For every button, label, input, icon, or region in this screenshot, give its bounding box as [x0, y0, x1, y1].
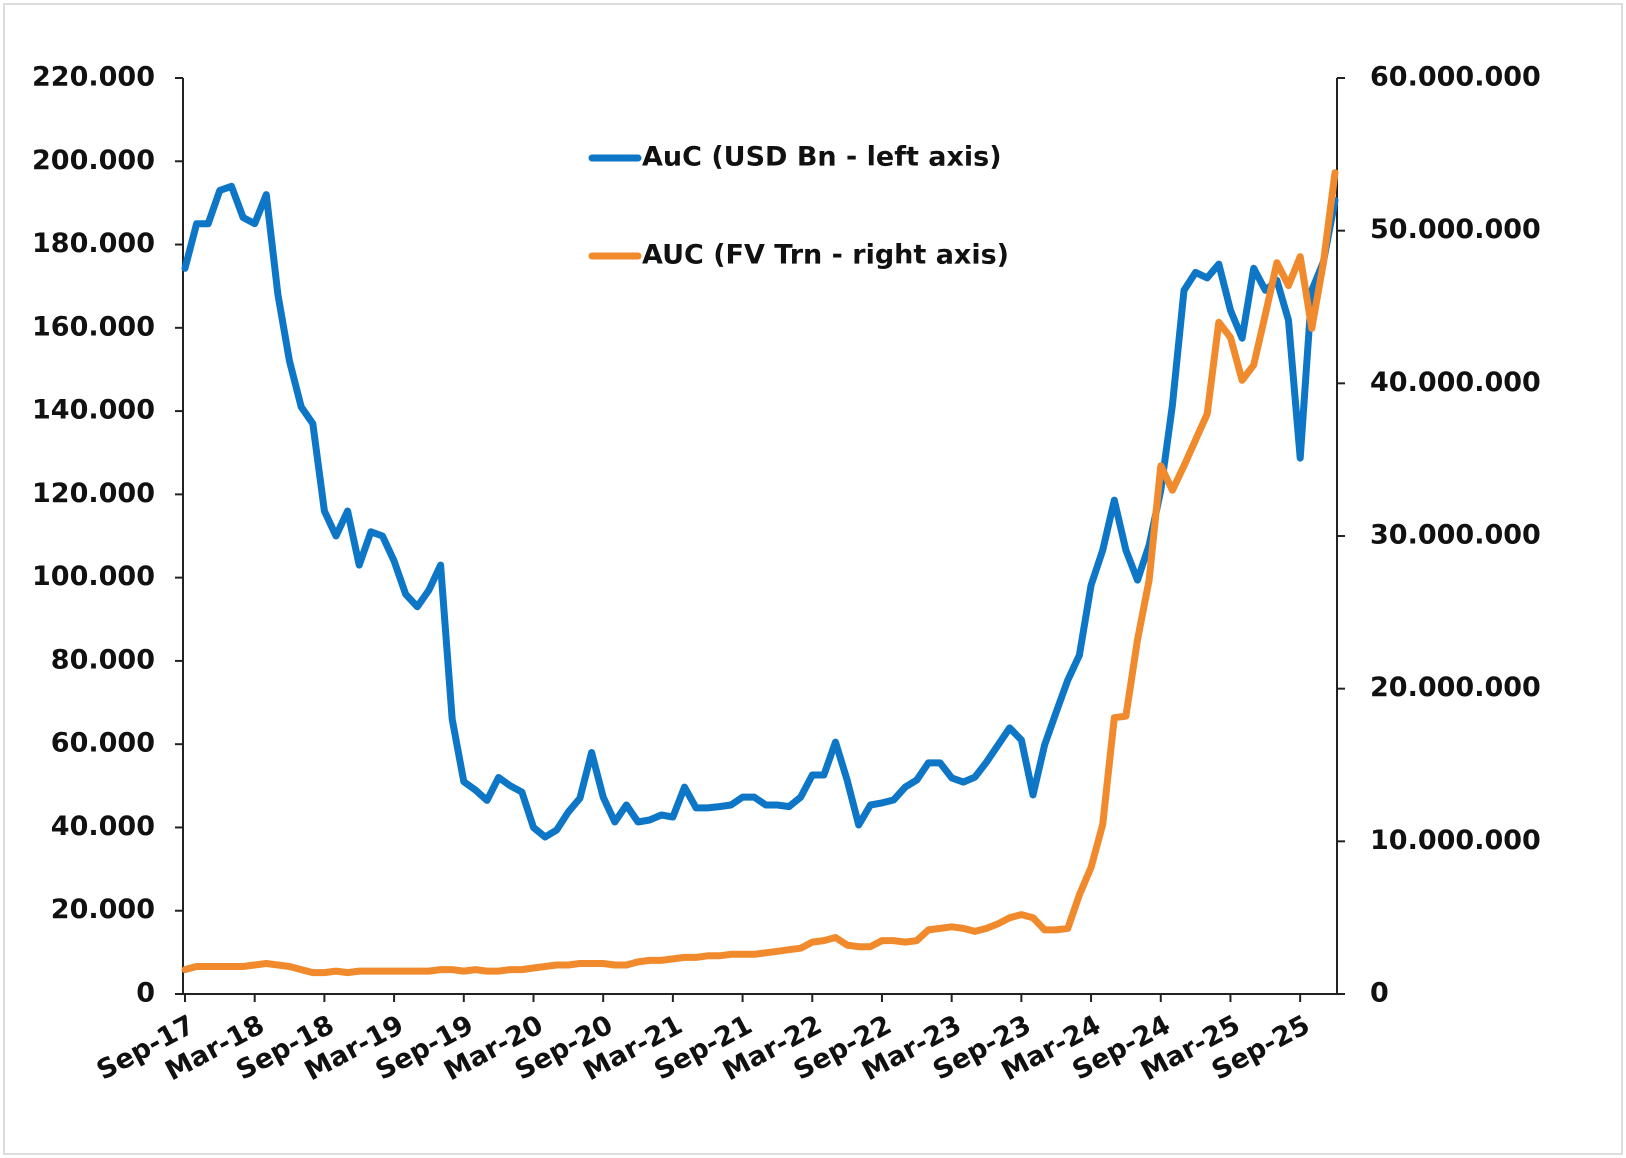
line-series: [181, 169, 1339, 977]
y-tick-label: 0: [136, 978, 155, 1009]
y-tick-label: 140.000: [32, 395, 155, 426]
y2-tick-label: 10.000.000: [1370, 825, 1541, 856]
y-tick-label: 120.000: [32, 478, 155, 509]
y-tick-label: 80.000: [51, 644, 155, 675]
legend-label: AuC (USD Bn - left axis): [642, 142, 1002, 173]
line-series: [181, 182, 1339, 841]
y-tick-label: 200.000: [32, 145, 155, 176]
y-tick-label: 60.000: [51, 728, 155, 759]
y2-tick-label: 50.000.000: [1370, 214, 1541, 245]
y-tick-label: 160.000: [32, 311, 155, 342]
y-tick-label: 40.000: [51, 811, 155, 842]
y2-tick-label: 0: [1370, 978, 1389, 1009]
y-tick-label: 20.000: [51, 894, 155, 925]
y2-tick-label: 40.000.000: [1370, 367, 1541, 398]
y-tick-label: 220.000: [32, 62, 155, 93]
y2-tick-label: 30.000.000: [1370, 520, 1541, 551]
y2-tick-label: 20.000.000: [1370, 672, 1541, 703]
y-tick-label: 100.000: [32, 561, 155, 592]
y-tick-label: 180.000: [32, 228, 155, 259]
y2-tick-label: 60.000.000: [1370, 62, 1541, 93]
legend-label: AUC (FV Trn - right axis): [642, 240, 1009, 271]
